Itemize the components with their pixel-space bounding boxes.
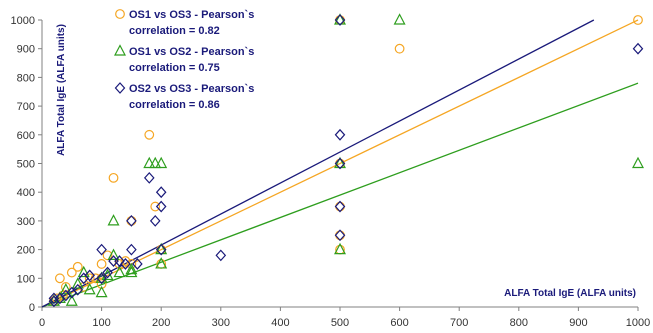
data-point-circle [150, 201, 161, 212]
data-point-diamond [334, 14, 346, 26]
data-points [47, 13, 644, 308]
data-point-triangle [95, 285, 108, 298]
legend-label: correlation = 0.86 [129, 99, 220, 111]
x-tick-label: 700 [450, 317, 468, 329]
data-point-circle [120, 256, 131, 266]
data-point-circle [335, 230, 345, 241]
data-point-triangle [143, 156, 156, 169]
data-point-triangle [114, 44, 126, 56]
trend-lines [41, 19, 639, 308]
data-point-diamond [114, 82, 126, 94]
trend-line [41, 19, 639, 308]
data-point-diamond [96, 243, 107, 256]
data-point-circle [126, 215, 137, 226]
y-tick-label: 400 [17, 187, 35, 199]
y-tick-label: 700 [17, 101, 35, 113]
x-tick-label: 500 [331, 317, 349, 329]
data-point-triangle [107, 214, 120, 226]
x-tick-label: 100 [92, 317, 110, 329]
x-tick-label: 0 [39, 317, 45, 329]
data-point-diamond [632, 42, 644, 55]
data-point-circle [66, 267, 77, 278]
data-point-circle [72, 261, 83, 272]
legend: OS1 vs OS3 - Pearson`s correlation = 0.82… [114, 9, 254, 111]
x-tick-label: 1000 [626, 317, 650, 329]
data-point-diamond [120, 258, 131, 270]
data-point-triangle [155, 242, 168, 255]
trend-line [41, 82, 639, 308]
trend-line [41, 19, 595, 308]
data-point-circle [54, 273, 65, 284]
data-point-diamond [155, 186, 167, 199]
data-point-diamond [155, 200, 167, 213]
data-point-diamond [126, 243, 137, 256]
data-point-triangle [334, 13, 346, 25]
x-tick-label: 600 [390, 317, 408, 329]
data-point-diamond [143, 171, 155, 184]
data-point-circle [335, 201, 345, 212]
y-tick-label: 300 [17, 216, 35, 228]
data-point-triangle [77, 265, 90, 278]
data-point-circle [102, 250, 113, 261]
y-tick-label: 500 [17, 159, 35, 171]
data-point-diamond [114, 255, 125, 267]
legend-label: OS1 vs OS2 - Pearson`s [129, 46, 254, 58]
y-tick-label: 900 [17, 44, 35, 56]
y-axis-label: ALFA Total IgE (ALFA units) [56, 24, 67, 156]
data-point-diamond [84, 269, 95, 282]
data-point-circle [633, 15, 643, 25]
y-tick-label: 0 [29, 302, 35, 314]
y-tick-label: 800 [17, 72, 35, 84]
data-point-diamond [334, 200, 346, 213]
data-point-triangle [65, 294, 78, 306]
data-point-triangle [149, 156, 162, 169]
data-point-circle [96, 259, 107, 269]
x-tick-label: 300 [212, 317, 230, 329]
data-point-diamond [334, 128, 346, 141]
data-point-triangle [59, 282, 72, 295]
data-point-triangle [125, 262, 138, 275]
data-point-circle [115, 9, 125, 19]
data-point-triangle [155, 156, 168, 169]
data-point-diamond [126, 215, 137, 227]
data-point-triangle [71, 277, 84, 289]
data-point-triangle [334, 242, 346, 255]
data-point-diamond [102, 266, 113, 279]
data-point-triangle [155, 257, 168, 269]
data-point-circle [144, 129, 155, 140]
data-point-triangle [83, 282, 96, 295]
legend-label: OS2 vs OS3 - Pearson`s [129, 83, 254, 95]
x-tick-label: 800 [510, 317, 528, 329]
data-point-triangle [125, 265, 138, 278]
data-point-diamond [132, 258, 143, 270]
legend-label: correlation = 0.82 [129, 25, 220, 37]
data-point-triangle [334, 156, 346, 169]
data-point-diamond [72, 283, 84, 296]
data-point-diamond [155, 243, 167, 256]
data-point-diamond [96, 272, 107, 285]
data-point-diamond [334, 157, 346, 170]
x-axis-label: ALFA Total IgE (ALFA units) [504, 288, 636, 299]
axes: 0 100 200 300 400 500 600 700 800 900 1000 0 100 200 3… [11, 15, 651, 329]
data-point-circle [84, 273, 95, 284]
data-point-diamond [215, 249, 227, 262]
data-point-triangle [632, 156, 644, 169]
x-tick-label: 400 [271, 317, 289, 329]
legend-label: correlation = 0.75 [129, 62, 220, 74]
data-point-triangle [393, 13, 406, 25]
data-point-diamond [149, 215, 161, 227]
data-point-diamond [334, 229, 346, 242]
data-point-circle [108, 172, 119, 183]
data-point-circle [394, 43, 405, 54]
x-tick-label: 200 [152, 317, 170, 329]
legend-label: OS1 vs OS3 - Pearson`s [129, 9, 254, 21]
y-tick-label: 1000 [11, 15, 35, 27]
y-tick-label: 600 [17, 130, 35, 142]
y-tick-label: 100 [17, 273, 35, 285]
y-tick-label: 200 [17, 245, 35, 257]
data-point-triangle [107, 248, 120, 260]
x-tick-label: 900 [569, 317, 587, 329]
data-point-triangle [113, 265, 126, 278]
